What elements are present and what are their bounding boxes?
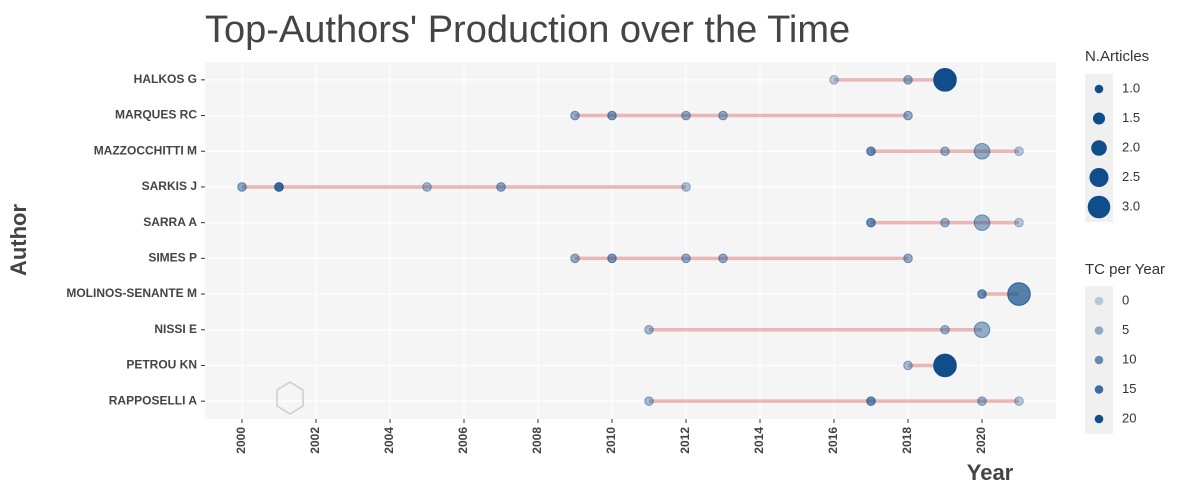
y-tick-label: RAPPOSELLI A (109, 393, 198, 407)
size-legend-label: 1.5 (1122, 110, 1140, 125)
point (681, 110, 691, 121)
point (681, 182, 691, 192)
point (940, 324, 950, 335)
y-tick-label: PETROU KN (126, 358, 197, 372)
x-axis-title: Year (967, 460, 1014, 485)
point (903, 75, 913, 85)
point (718, 253, 728, 264)
point (1014, 217, 1024, 228)
point (570, 110, 580, 121)
point (940, 217, 950, 228)
point (607, 110, 617, 121)
alpha-legend-key (1094, 296, 1104, 306)
point (496, 182, 506, 192)
size-legend-key (1089, 167, 1109, 188)
alpha-legend-label: 15 (1122, 381, 1136, 396)
size-legend-label: 1.0 (1122, 80, 1140, 95)
x-tick-label: 2002 (308, 427, 322, 454)
size-legend-label: 2.0 (1122, 139, 1140, 154)
point (1014, 146, 1024, 157)
point (237, 182, 247, 192)
point (973, 321, 991, 339)
alpha-legend-key (1094, 326, 1104, 335)
alpha-legend-key (1094, 385, 1104, 394)
x-tick-label: 2020 (974, 427, 988, 454)
alpha-legend-key (1094, 414, 1104, 424)
size-legend-key (1094, 84, 1104, 94)
point (866, 217, 876, 228)
point (933, 68, 957, 92)
point (903, 110, 913, 121)
x-tick-label: 2014 (752, 427, 766, 454)
x-tick-label: 2012 (678, 427, 692, 454)
point (977, 289, 987, 299)
x-tick-label: 2010 (604, 427, 618, 454)
point (973, 142, 991, 160)
size-legend-title: N.Articles (1085, 48, 1149, 65)
x-tick-label: 2008 (530, 427, 544, 454)
alpha-legend-label: 10 (1122, 351, 1136, 366)
point (718, 110, 728, 121)
point (1007, 282, 1031, 306)
point (274, 182, 284, 192)
point (829, 75, 839, 85)
x-tick-label: 2004 (382, 427, 396, 454)
point (903, 360, 913, 371)
x-tick-label: 2016 (826, 427, 840, 454)
chart-title: Top-Authors' Production over the Time (205, 9, 850, 51)
y-tick-label: MARQUES RC (115, 108, 197, 122)
point (933, 353, 957, 378)
y-tick-label: SARRA A (143, 215, 197, 229)
x-tick-label: 2000 (234, 427, 248, 454)
point (977, 396, 987, 406)
point (422, 182, 432, 192)
point (866, 146, 876, 157)
y-axis-title: Author (6, 204, 31, 277)
point (570, 253, 580, 264)
point (607, 253, 617, 264)
y-tick-label: MAZZOCCHITTI M (94, 143, 197, 157)
point (1014, 396, 1024, 406)
alpha-legend-label: 5 (1122, 322, 1129, 337)
point (644, 396, 654, 406)
size-legend-label: 3.0 (1122, 198, 1140, 213)
size-legend-key (1091, 140, 1107, 156)
size-legend-key (1087, 195, 1111, 219)
y-tick-label: SIMES P (148, 251, 197, 265)
alpha-legend-key (1094, 355, 1104, 365)
point (903, 253, 913, 264)
point (940, 146, 950, 157)
alpha-legend-title: TC per Year (1085, 261, 1165, 278)
point (644, 324, 654, 335)
size-legend-key (1092, 112, 1106, 125)
x-tick-label: 2006 (456, 427, 470, 454)
x-tick-label: 2018 (900, 427, 914, 454)
point (866, 396, 876, 406)
panel (205, 62, 1056, 419)
point (973, 214, 991, 231)
logo (276, 381, 304, 415)
point (681, 253, 691, 264)
y-tick-label: NISSI E (154, 322, 197, 336)
y-tick-label: MOLINOS-SENANTE M (66, 286, 197, 300)
y-tick-label: SARKIS J (142, 179, 197, 193)
size-legend-label: 2.5 (1122, 169, 1140, 184)
y-tick-label: HALKOS G (134, 72, 197, 86)
alpha-legend-label: 20 (1122, 410, 1136, 425)
alpha-legend-label: 0 (1122, 292, 1129, 307)
